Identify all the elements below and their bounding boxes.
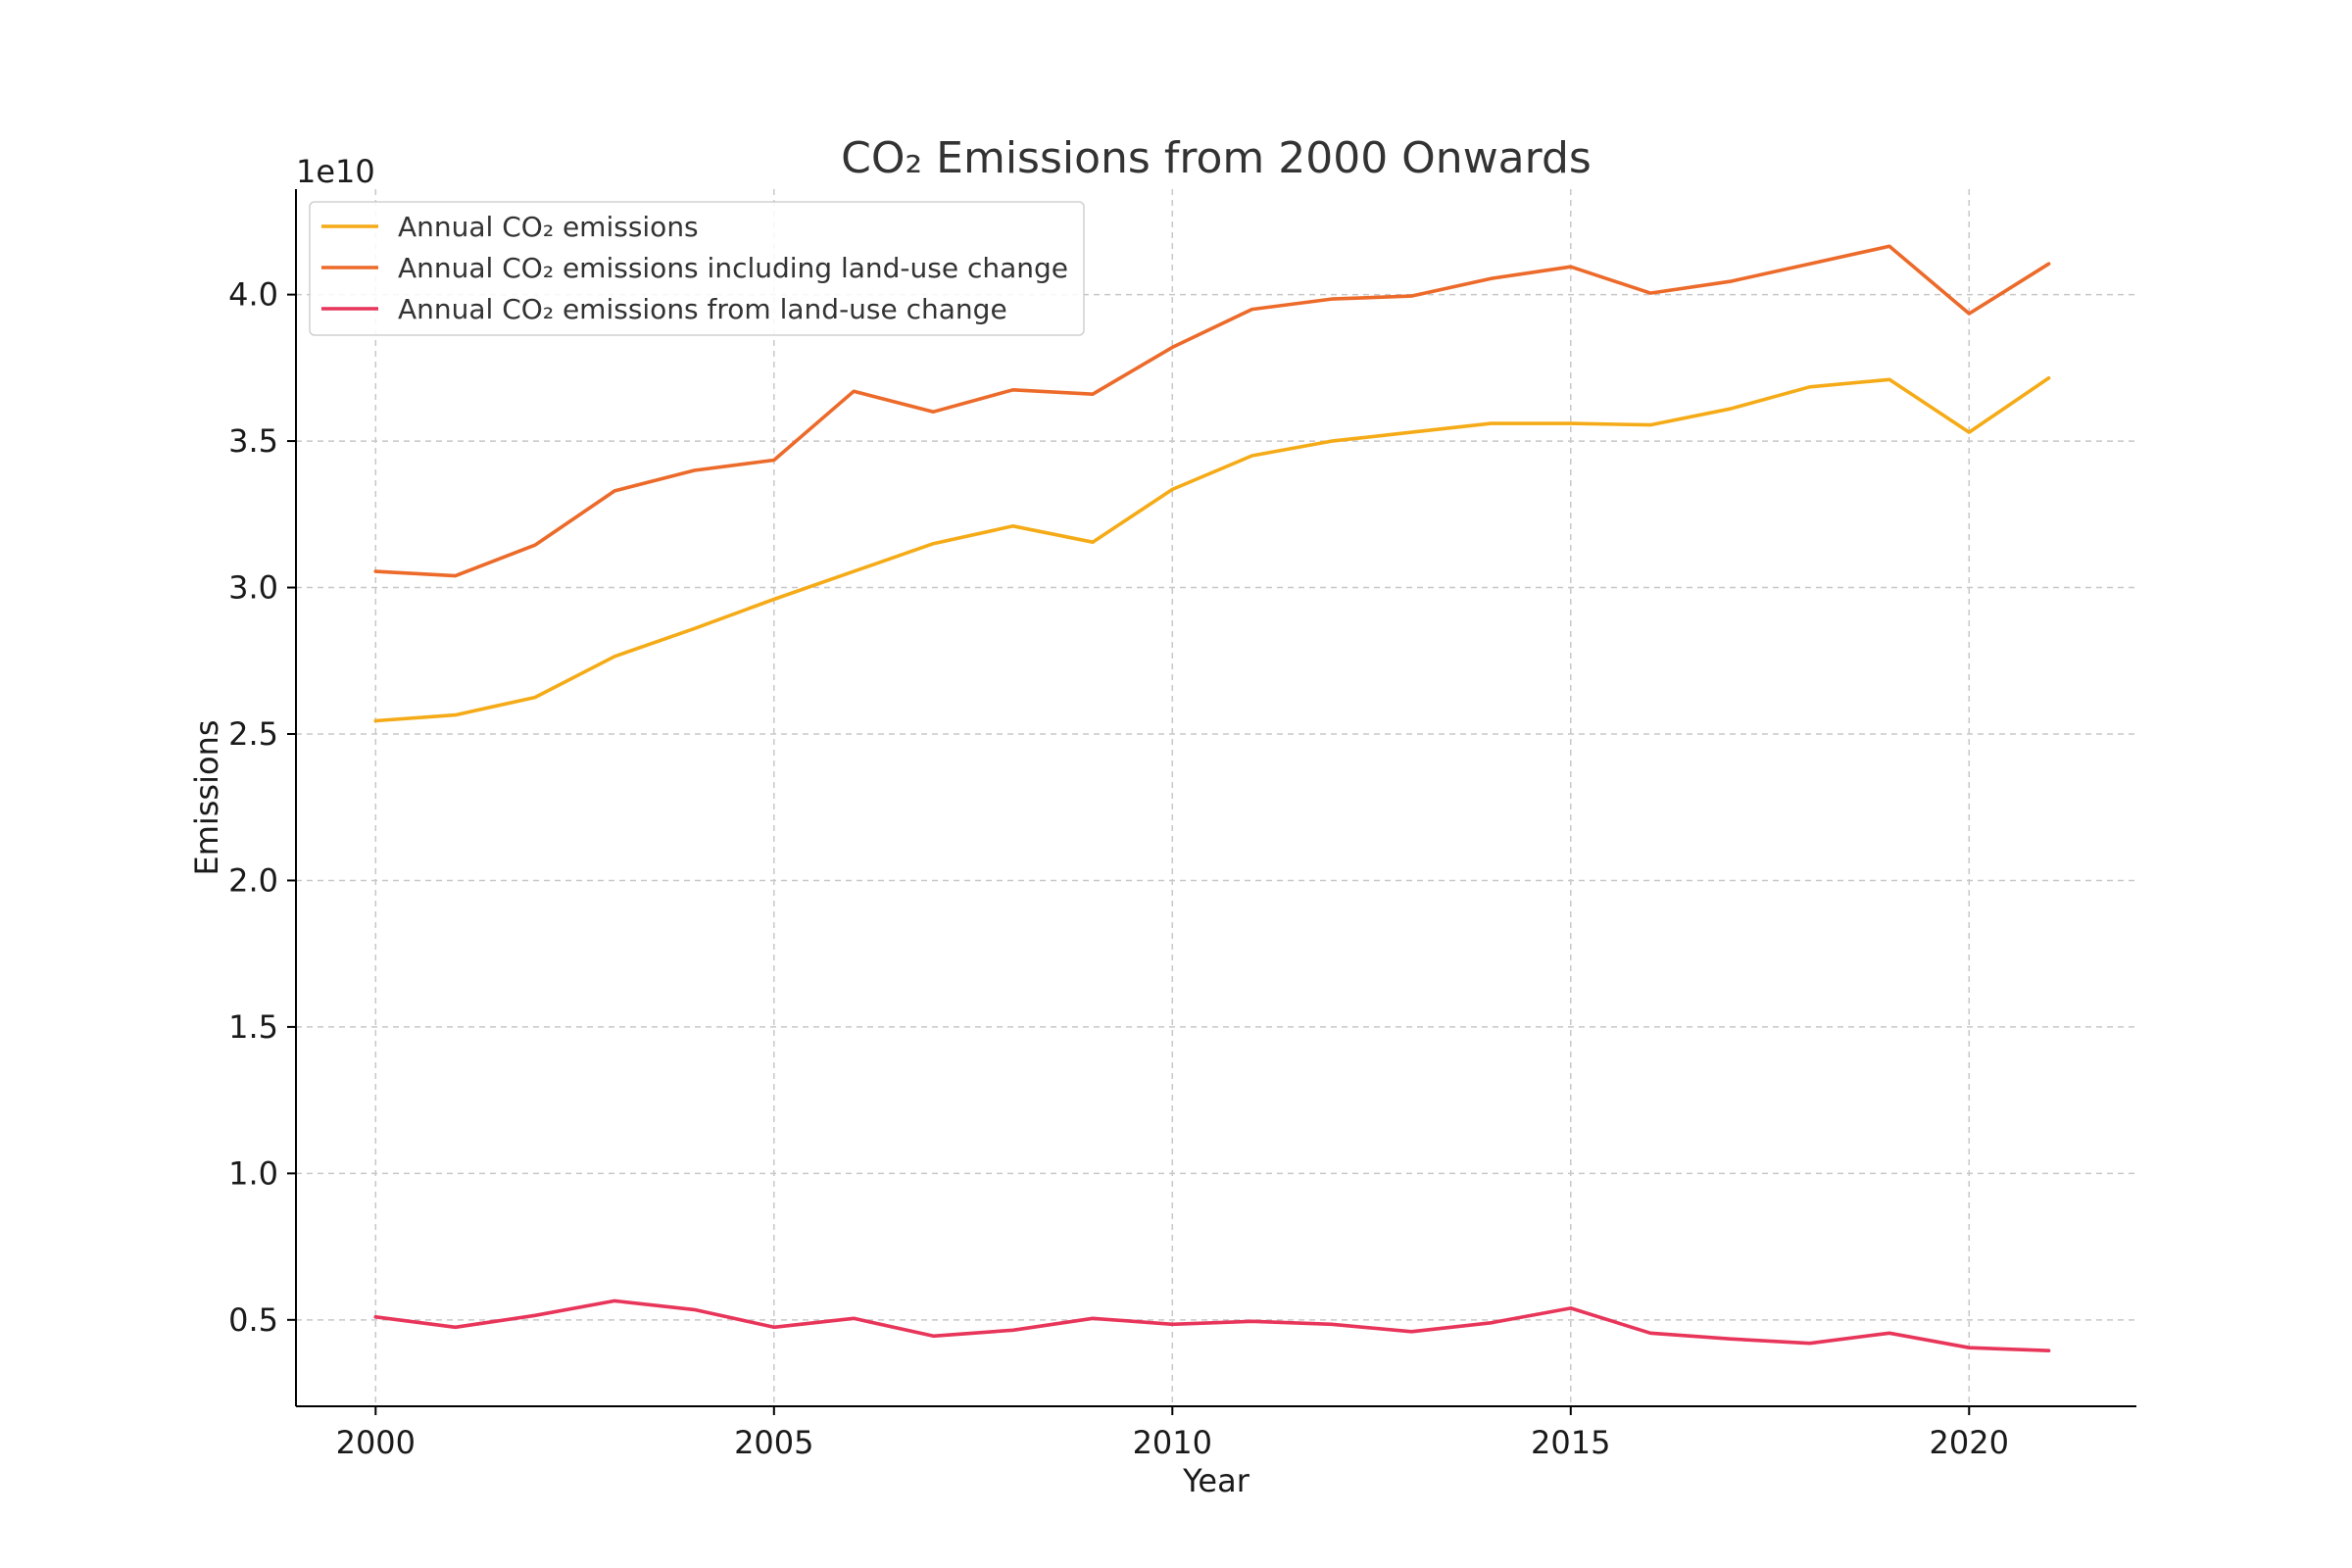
series-line-3 (373, 1298, 2051, 1352)
y-tick-label: 2.0 (228, 861, 278, 899)
series-layer (373, 244, 2051, 1352)
y-tick-label: 3.0 (228, 569, 278, 607)
x-tick-label: 2000 (336, 1424, 416, 1461)
y-tick-label: 4.0 (228, 276, 278, 314)
y-tick-label: 1.0 (228, 1154, 278, 1192)
legend-label-2: Annual CO₂ emissions including land-use … (398, 252, 1068, 284)
y-axis-label: Emissions (188, 719, 225, 875)
legend-label-1: Annual CO₂ emissions (398, 211, 699, 243)
x-tick-label: 2005 (734, 1424, 813, 1461)
x-axis-label: Year (1182, 1462, 1250, 1499)
y-tick-label: 0.5 (228, 1301, 278, 1339)
legend-box (309, 201, 1085, 336)
y-tick-label: 1.5 (228, 1008, 278, 1046)
legend-label-3: Annual CO₂ emissions from land-use chang… (398, 293, 1007, 325)
chart-title: CO₂ Emissions from 2000 Onwards (841, 133, 1592, 183)
series-line-2 (373, 244, 2051, 578)
y-tick-label: 2.5 (228, 715, 278, 753)
grid-layer (296, 189, 2136, 1406)
axes-layer: 2000 2005 2010 2015 2020 0.5 1.0 1.5 2.0 2.5 3.0 3.… (228, 189, 2136, 1461)
x-tick-label: 2010 (1133, 1424, 1212, 1461)
series-line-1 (373, 375, 2051, 723)
legend: Annual CO₂ emissions Annual CO₂ emissions… (309, 201, 1085, 336)
x-tick-label: 2015 (1531, 1424, 1610, 1461)
x-tick-label: 2020 (1930, 1424, 2009, 1461)
y-axis-offset-text: 1e10 (296, 153, 375, 190)
y-tick-label: 3.5 (228, 422, 278, 460)
